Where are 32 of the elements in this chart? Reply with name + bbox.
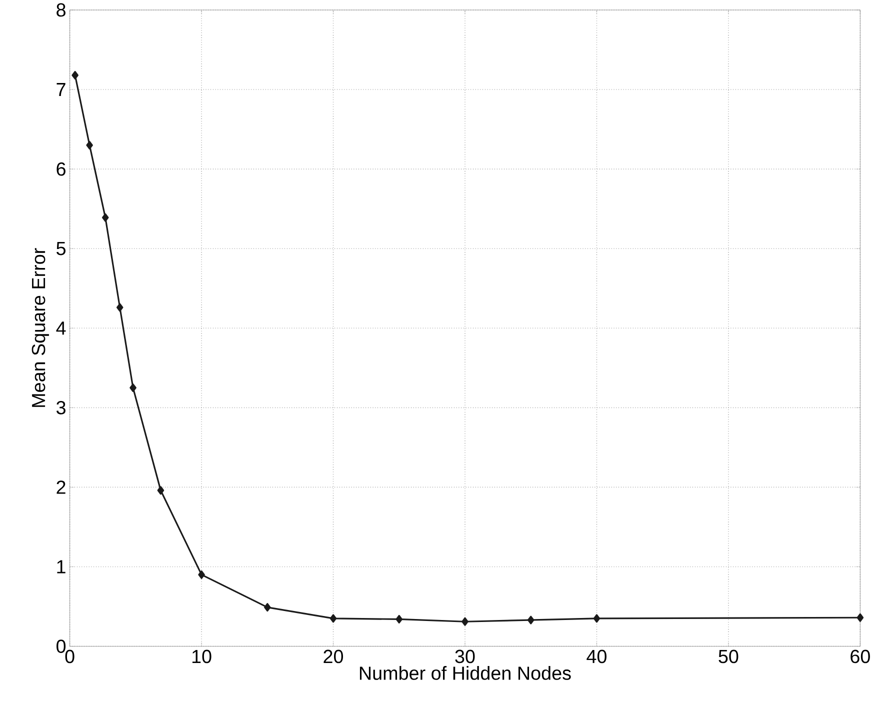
y-tick-label: 0 xyxy=(56,640,66,653)
point xyxy=(116,303,124,312)
y-tick-label: 2 xyxy=(56,480,66,494)
point xyxy=(72,70,78,80)
x-tick-label: 50 xyxy=(718,650,738,664)
x-tick-label: 40 xyxy=(586,650,606,664)
point xyxy=(130,383,136,392)
point xyxy=(330,614,337,623)
point xyxy=(856,613,864,622)
y-tick-label: 8 xyxy=(56,3,66,17)
y-tick-label: 3 xyxy=(56,400,66,414)
x-axis-title: Number of Hidden Nodes xyxy=(360,666,571,680)
point xyxy=(102,213,109,222)
x-tick-label: 0 xyxy=(65,650,74,664)
x-tick-label: 30 xyxy=(455,650,475,664)
point xyxy=(86,140,93,150)
y-tick-label: 1 xyxy=(57,560,66,574)
point xyxy=(157,486,164,495)
point xyxy=(396,614,403,624)
point xyxy=(527,616,534,624)
point xyxy=(462,617,468,626)
x-tick-label: 10 xyxy=(192,650,212,664)
y-axis-title: Mean Square Error xyxy=(32,248,49,407)
y-tick-label: 6 xyxy=(56,162,66,176)
x-tick-label: 60 xyxy=(850,650,870,664)
point xyxy=(593,614,600,623)
y-tick-label: 7 xyxy=(56,82,66,96)
point xyxy=(264,602,271,612)
y-tick-label: 5 xyxy=(56,242,66,256)
y-tick-label: 4 xyxy=(56,322,66,335)
x-tick-label: 20 xyxy=(324,650,344,664)
point xyxy=(198,570,205,579)
